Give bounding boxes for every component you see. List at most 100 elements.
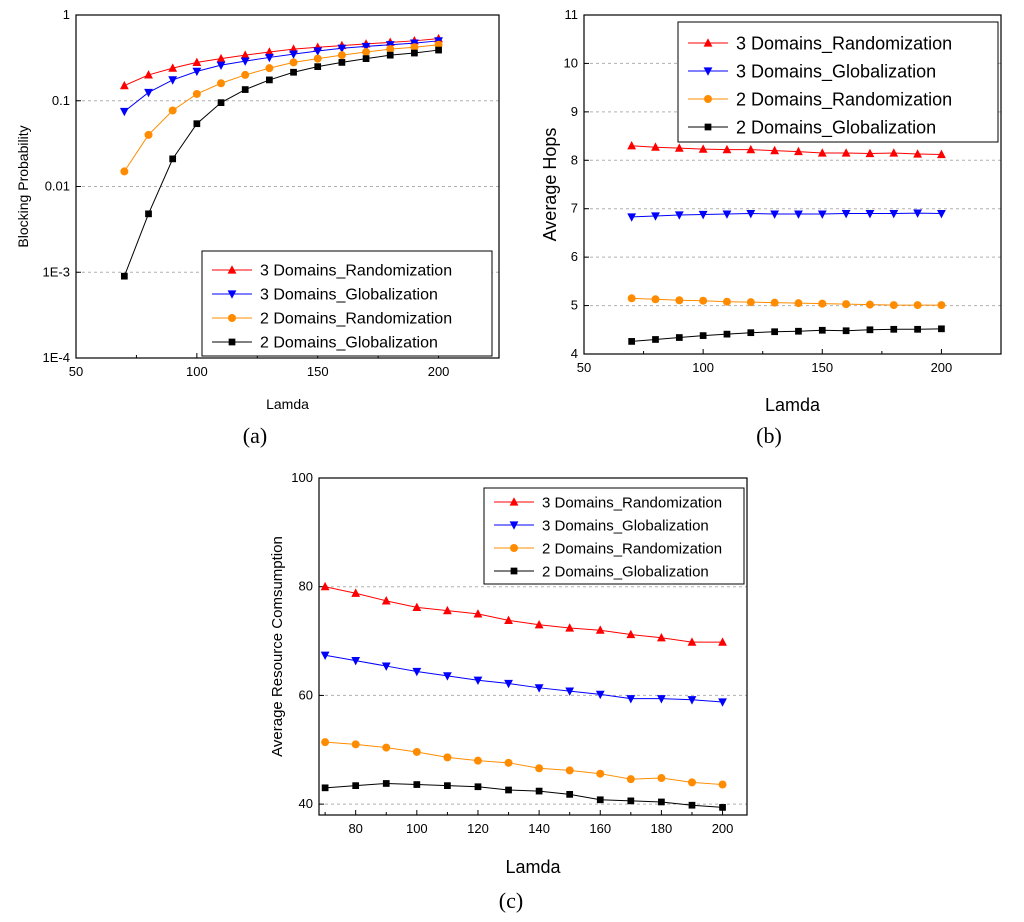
data-point [443,605,452,615]
series-line-3 [325,741,723,786]
data-point [411,49,418,57]
data-point [657,695,666,704]
x-tick-label: 50 [69,364,83,379]
data-point [504,758,513,767]
data-point [534,619,544,629]
data-point [337,44,347,54]
data-point [723,330,731,338]
legend-label: 2 Domains_Randomization [542,540,722,557]
y-tick-label: 7 [571,201,578,216]
data-point [913,209,922,218]
data-point [241,70,250,79]
legend-box [677,21,999,143]
legend-label: 3 Domains_Randomization [736,33,952,54]
data-point [473,756,482,765]
data-point [818,299,827,308]
data-point [718,698,727,707]
series-line-1 [325,586,723,643]
x-tick-label: 100 [406,821,428,836]
data-point [817,210,827,219]
legend-box [483,487,745,585]
data-point [168,106,177,115]
data-point [674,211,684,220]
chart-panel-3: 80 100 120 140 160 180 200 40 60 80 100 Lamda Averag… [269,470,748,913]
y-tick-label: 1E-3 [43,264,70,279]
y-tick-label: 10 [564,55,578,70]
data-point [913,149,922,158]
data-point [937,209,946,219]
data-point [351,657,361,666]
data-point [889,148,899,157]
chart-panel-1: 50 100 150 200 1E-4 1E-3 0.01 0.1 1 Lamda Blocking… [15,7,500,448]
x-tick-label: 100 [692,360,714,375]
data-point [240,57,250,66]
series-line-3 [123,44,439,172]
data-point [595,690,605,700]
data-point [535,764,544,773]
series-line-1 [124,38,439,87]
data-point [938,325,945,333]
data-point [217,99,225,107]
data-point [565,766,574,775]
data-point [627,797,635,805]
data-point [474,783,482,791]
data-point [386,51,394,59]
legend-label: 2 Domains_Globalization [260,335,438,352]
series-line-2 [124,40,439,112]
data-point [866,326,874,334]
data-point [412,747,421,756]
x-tick-label: 100 [186,364,208,379]
data-point [657,774,666,783]
data-point [722,297,731,306]
legend-label: 3 Domains_Globalization [542,517,709,534]
y-tick-label: 80 [299,579,313,594]
x-axis-label: Lamda [505,857,561,877]
data-point [313,47,323,56]
y-axis-label: Average Hops [540,128,560,242]
data-point [626,695,636,704]
data-point [144,130,153,139]
data-point [627,213,637,222]
data-point [675,334,683,341]
data-point [314,63,322,70]
data-point [565,623,575,632]
data-point [718,780,727,789]
series-line-2 [631,212,942,218]
data-point [651,142,660,151]
data-point [266,76,273,84]
legend-marker [703,38,713,47]
data-point [120,272,128,280]
data-point [216,61,226,70]
data-point [596,769,605,778]
data-point [698,210,708,220]
data-point [381,596,391,605]
data-point [626,775,635,784]
data-point [890,325,898,333]
data-point [289,50,298,59]
data-point [698,144,708,153]
data-point [412,602,422,611]
data-point [657,633,666,642]
data-point [362,55,370,62]
data-point [794,146,803,156]
data-point [504,615,513,625]
x-axis-label: Lamda [266,396,309,412]
data-point [473,609,483,618]
series-line-4 [123,49,439,277]
data-point [351,740,360,749]
y-axis-label: Average Resource Comsumption [269,536,286,757]
data-point [444,782,451,790]
legend-marker [703,67,713,76]
y-tick-label: 100 [291,470,313,485]
data-point [626,629,636,639]
data-point [675,296,684,305]
data-point [119,80,129,90]
data-point [718,637,727,646]
data-point [719,804,726,811]
legend-label: 2 Domains_Globalization [542,563,709,580]
data-point [913,301,922,310]
data-point [264,53,274,63]
data-point [352,782,360,790]
legend-marker [509,521,519,530]
data-point [652,336,659,343]
